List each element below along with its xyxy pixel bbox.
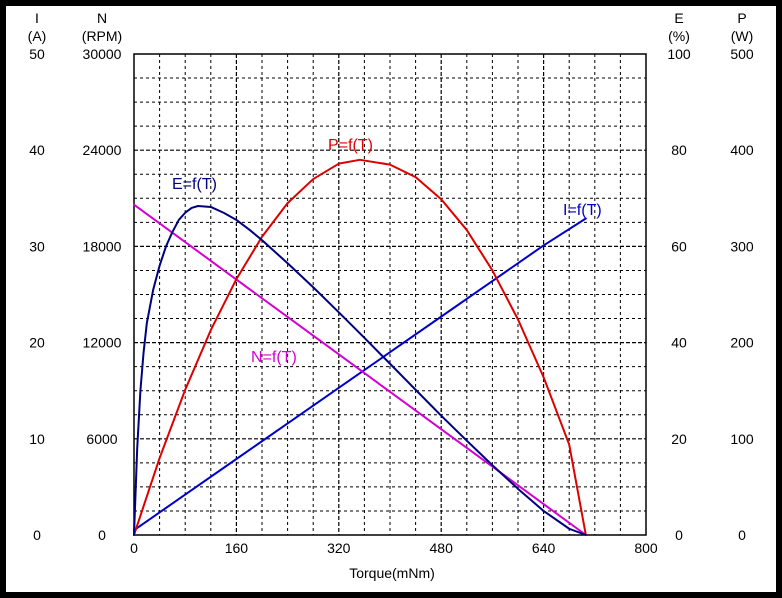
y-tick-label-p: 100 — [730, 431, 754, 447]
y-tick-label-i: 20 — [29, 335, 45, 351]
y-tick-label-p: 500 — [730, 46, 754, 62]
y-tick-label-e: 40 — [671, 335, 687, 351]
y-tick-label-p: 200 — [730, 335, 754, 351]
y-tick-label-n: 24000 — [83, 142, 122, 158]
axis-i-name: I — [35, 10, 39, 26]
axis-e-unit: (%) — [668, 28, 690, 44]
x-axis-label: Torque(mNm) — [349, 565, 435, 581]
y-tick-label-n: 6000 — [86, 431, 117, 447]
axis-e-name: E — [674, 10, 683, 26]
y-tick-label-i: 30 — [29, 238, 45, 254]
series-label-i: I=f(T) — [563, 202, 602, 219]
series-line-n — [133, 203, 587, 536]
grid — [134, 54, 646, 535]
x-tick-label: 480 — [430, 540, 454, 556]
y-tick-label-i: 50 — [29, 46, 45, 62]
x-tick-label: 160 — [225, 540, 249, 556]
plot-border — [133, 53, 647, 536]
y-tick-label-i: 0 — [33, 527, 41, 543]
y-tick-label-e: 100 — [667, 46, 691, 62]
y-tick-label-p: 0 — [738, 527, 746, 543]
axis-p-name: P — [737, 10, 746, 26]
series-label-p: P=f(T) — [328, 137, 373, 154]
y-tick-label-n: 18000 — [83, 238, 122, 254]
y-tick-label-e: 60 — [671, 238, 687, 254]
y-tick-label-p: 400 — [730, 142, 754, 158]
y-tick-label-p: 300 — [730, 238, 754, 254]
y-tick-label-n: 30000 — [83, 46, 122, 62]
tick-labels: 0 160 320 480 640 800010203040500600012000180… — [29, 46, 754, 556]
series-label-n: N=f(T) — [251, 349, 297, 366]
series-label-e: E=f(T) — [172, 176, 217, 193]
y-tick-label-e: 20 — [671, 431, 687, 447]
y-tick-label-n: 0 — [98, 527, 106, 543]
axis-i-unit: (A) — [28, 28, 47, 44]
series-line-p — [133, 158, 587, 536]
y-tick-label-e: 0 — [675, 527, 683, 543]
x-tick-label: 800 — [634, 540, 658, 556]
axis-n-name: N — [97, 10, 107, 26]
x-tick-label: 320 — [327, 540, 351, 556]
axis-p-unit: (W) — [731, 28, 754, 44]
series-line-i — [133, 217, 587, 532]
y-tick-label-e: 80 — [671, 142, 687, 158]
y-tick-label-i: 10 — [29, 431, 45, 447]
x-tick-label: 640 — [532, 540, 556, 556]
y-tick-label-n: 12000 — [83, 335, 122, 351]
y-tick-label-i: 40 — [29, 142, 45, 158]
series-line-e — [133, 205, 587, 536]
series-group — [133, 158, 587, 536]
x-tick-label: 0 — [130, 540, 138, 556]
axis-n-unit: (RPM) — [82, 28, 122, 44]
